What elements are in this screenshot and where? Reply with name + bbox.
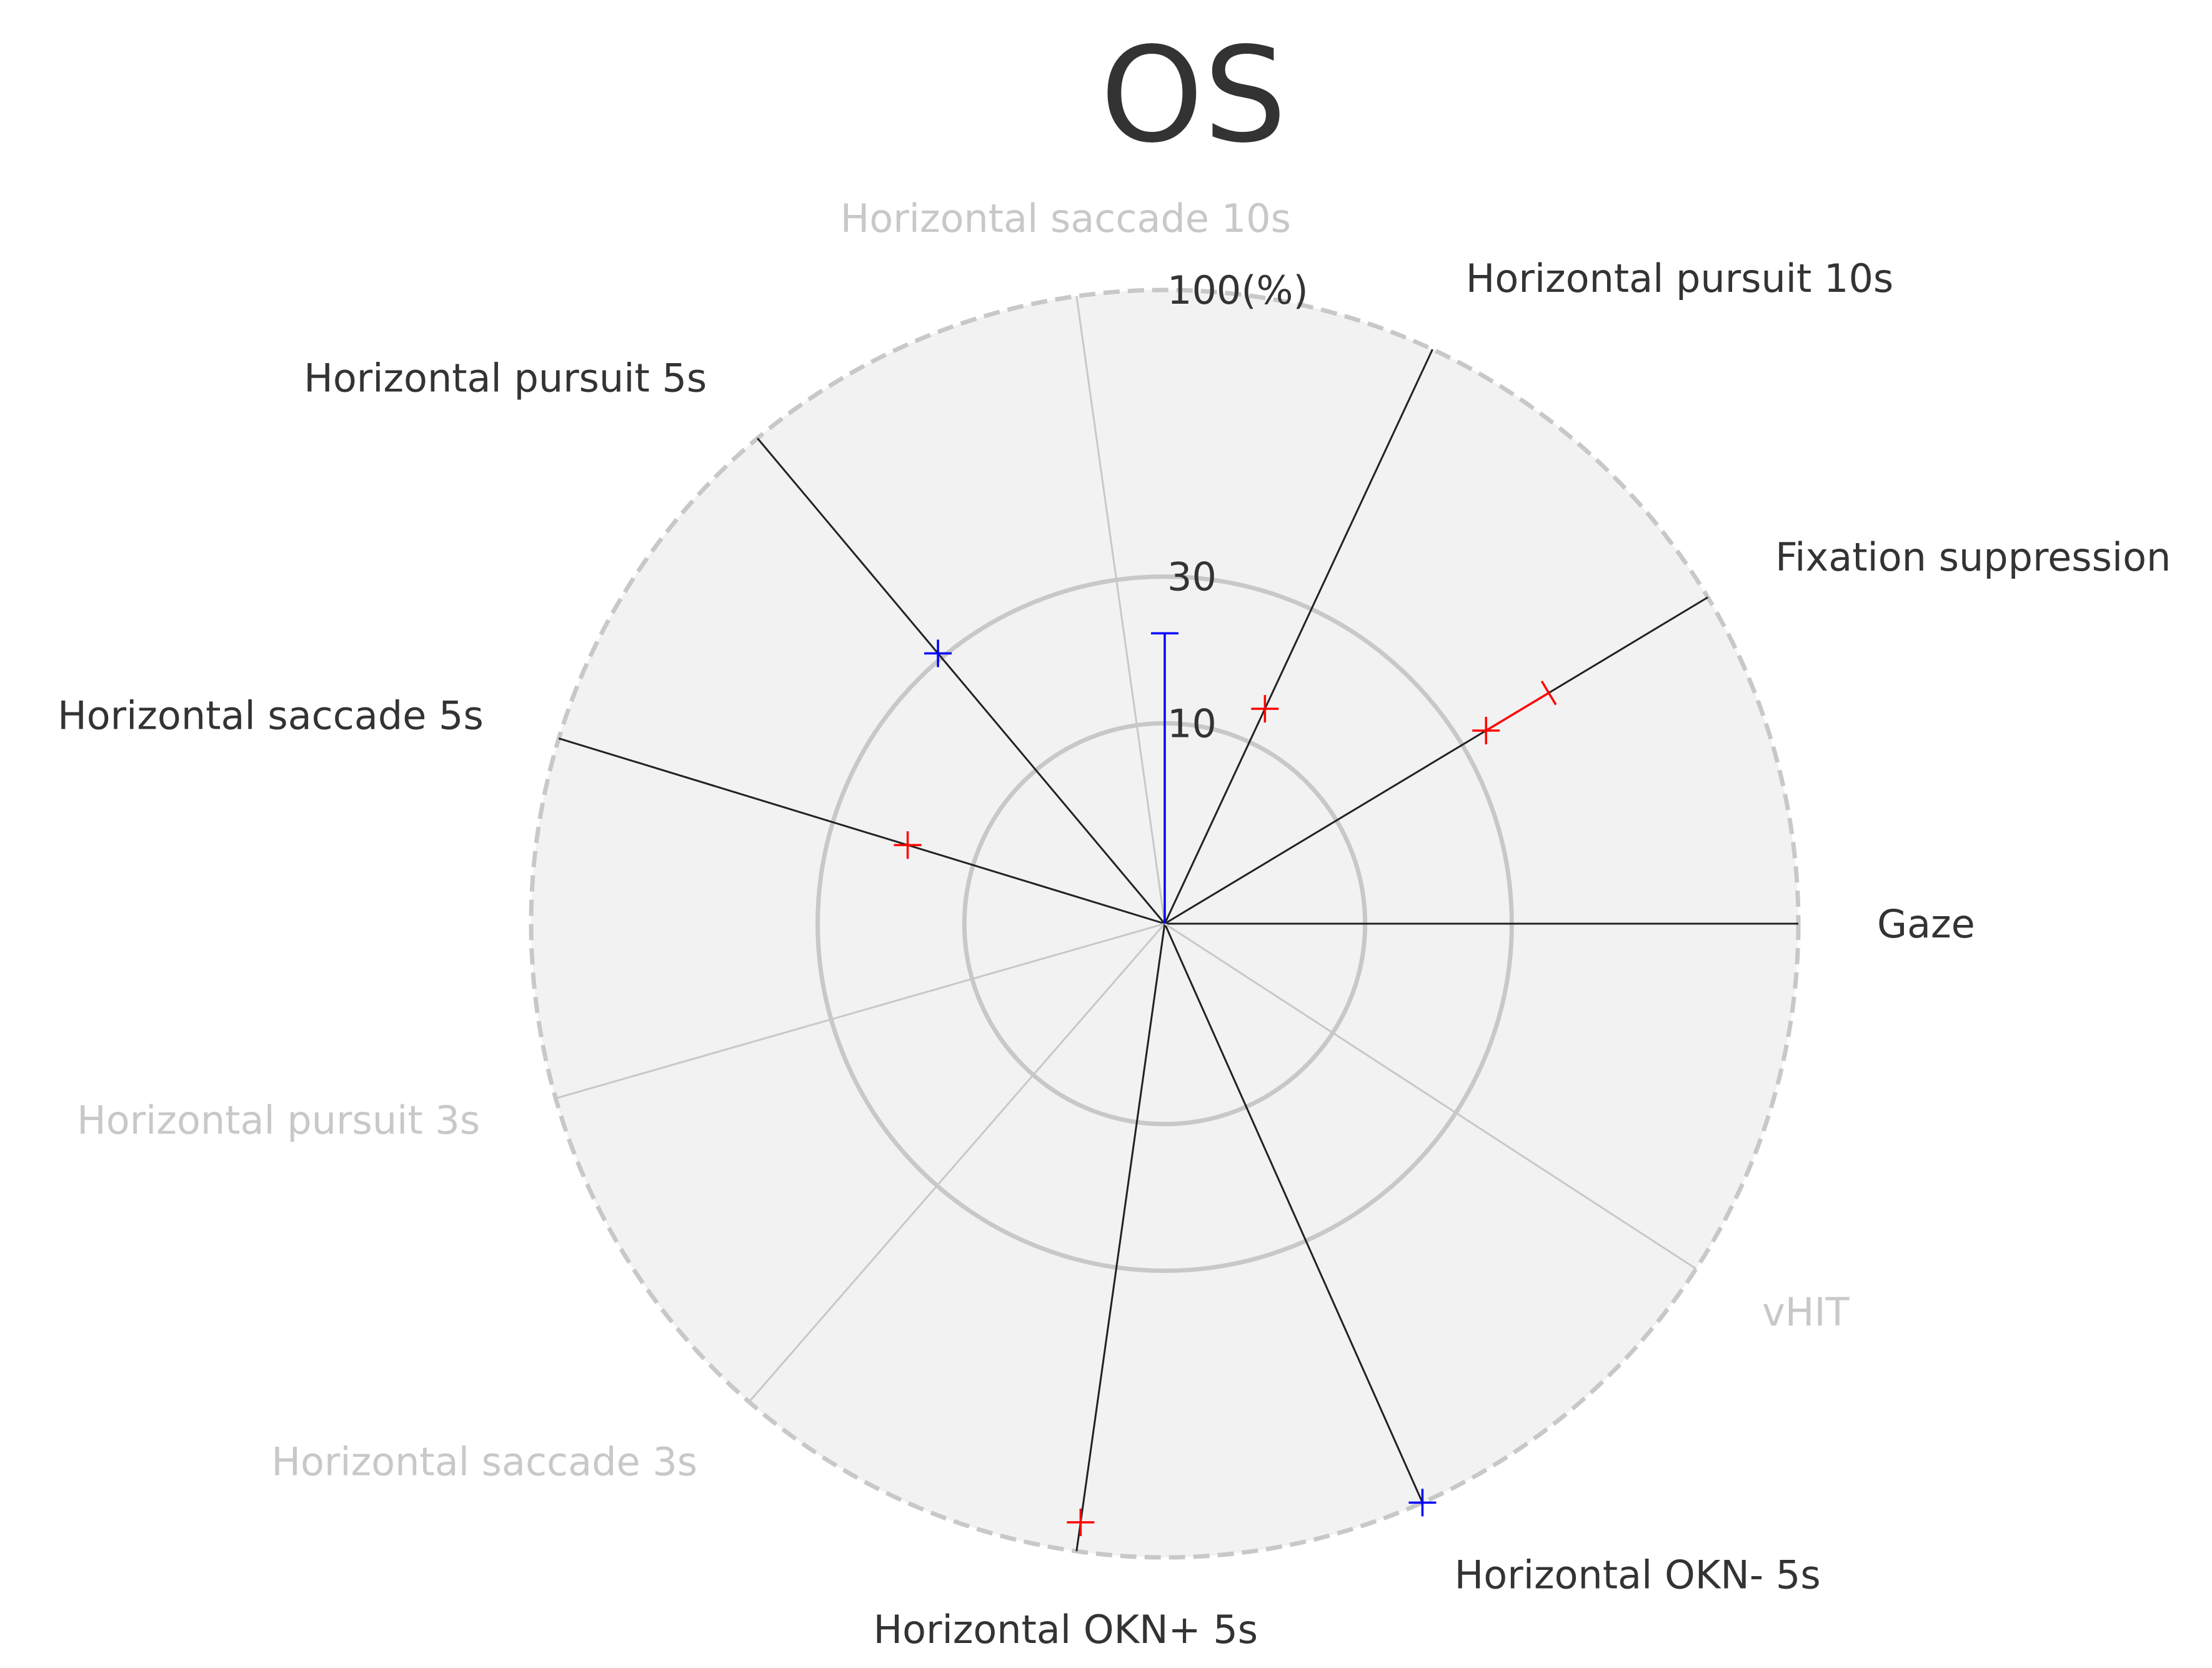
axis-label: Gaze [1877,901,1975,947]
axis-label: vHIT [1762,1289,1850,1335]
axis-spoke [555,922,1165,1099]
axis-spoke [1164,596,1708,925]
axis-label: Horizontal pursuit 5s [304,356,707,401]
axis-spoke [757,437,1166,924]
axis-spoke [1164,922,1697,1270]
error-cap [1540,680,1557,706]
axis-label: Horizontal pursuit 3s [77,1097,480,1143]
error-bar [1485,692,1550,732]
axis-label: Horizontal OKN+ 5s [874,1607,1258,1652]
data-point-marker [894,831,922,859]
axis-spoke [1163,923,1423,1503]
data-point-marker [1251,695,1279,723]
axis-spoke [1163,349,1433,924]
r-tick-label: 10 [1167,701,1217,746]
data-point-marker [1472,717,1500,745]
axis-label: Horizontal saccade 10s [840,196,1291,241]
data-point-marker [1067,1508,1095,1536]
data-point-marker [924,639,952,667]
axis-label: Horizontal pursuit 10s [1466,256,1893,301]
r-tick-label: 30 [1167,554,1217,600]
axis-spoke [1075,923,1166,1552]
axis-label: Horizontal OKN- 5s [1455,1552,1821,1597]
axis-label: Horizontal saccade 3s [271,1439,697,1484]
axis-label: Horizontal saccade 5s [57,693,484,739]
chart-title: OS [1100,19,1287,172]
axis-spoke [748,923,1166,1403]
data-point-marker [1408,1489,1437,1517]
r-tick-label: 100(%) [1167,267,1308,313]
axis-label: Fixation suppression [1775,534,2171,580]
axis-spoke [558,737,1165,925]
axis-spoke [1075,296,1166,924]
